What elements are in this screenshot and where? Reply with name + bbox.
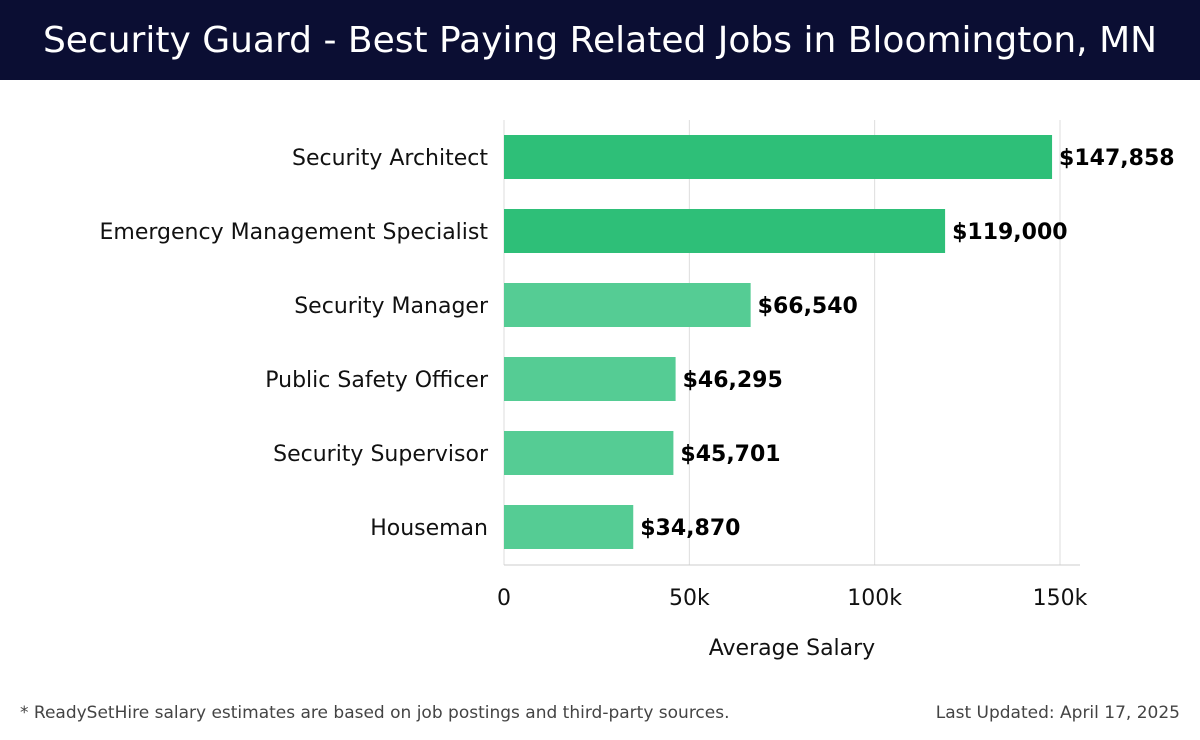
x-axis-label: Average Salary (709, 636, 875, 661)
value-label: $34,870 (640, 516, 740, 541)
page-title: Security Guard - Best Paying Related Job… (42, 19, 1158, 61)
title-bar: Security Guard - Best Paying Related Job… (0, 0, 1200, 80)
category-label: Security Architect (292, 146, 488, 171)
category-label: Public Safety Officer (265, 368, 489, 393)
category-label: Emergency Management Specialist (100, 220, 489, 245)
category-label: Houseman (370, 516, 488, 541)
bars (504, 135, 1053, 549)
grid-lines (503, 120, 1080, 566)
x-tick-label: 150k (1033, 586, 1088, 611)
value-label: $119,000 (952, 220, 1068, 245)
category-label: Security Manager (294, 294, 489, 319)
value-label: $66,540 (758, 294, 858, 319)
value-label: $45,701 (680, 442, 780, 467)
category-labels: Security Architect Emergency Management S… (100, 146, 489, 541)
x-tick-label: 100k (847, 586, 902, 611)
value-labels: $147,858 $119,000 $66,540 $46,295 $45,701 $34… (640, 146, 1174, 541)
bar-chart: Security Architect Emergency Management S… (100, 120, 1175, 661)
footer-note: * ReadySetHire salary estimates are base… (20, 703, 730, 723)
last-updated: Last Updated: April 17, 2025 (935, 703, 1180, 723)
value-label: $147,858 (1059, 146, 1175, 171)
bar (504, 357, 676, 401)
bar (504, 283, 751, 327)
bar (504, 209, 946, 253)
bar (504, 135, 1053, 179)
x-tick-label: 50k (669, 586, 710, 611)
x-axis-ticks: 0 50k 100k 150k (497, 586, 1088, 611)
category-label: Security Supervisor (273, 442, 489, 467)
bar (504, 431, 674, 475)
x-tick-label: 0 (497, 586, 511, 611)
bar (504, 505, 634, 549)
value-label: $46,295 (683, 368, 783, 393)
